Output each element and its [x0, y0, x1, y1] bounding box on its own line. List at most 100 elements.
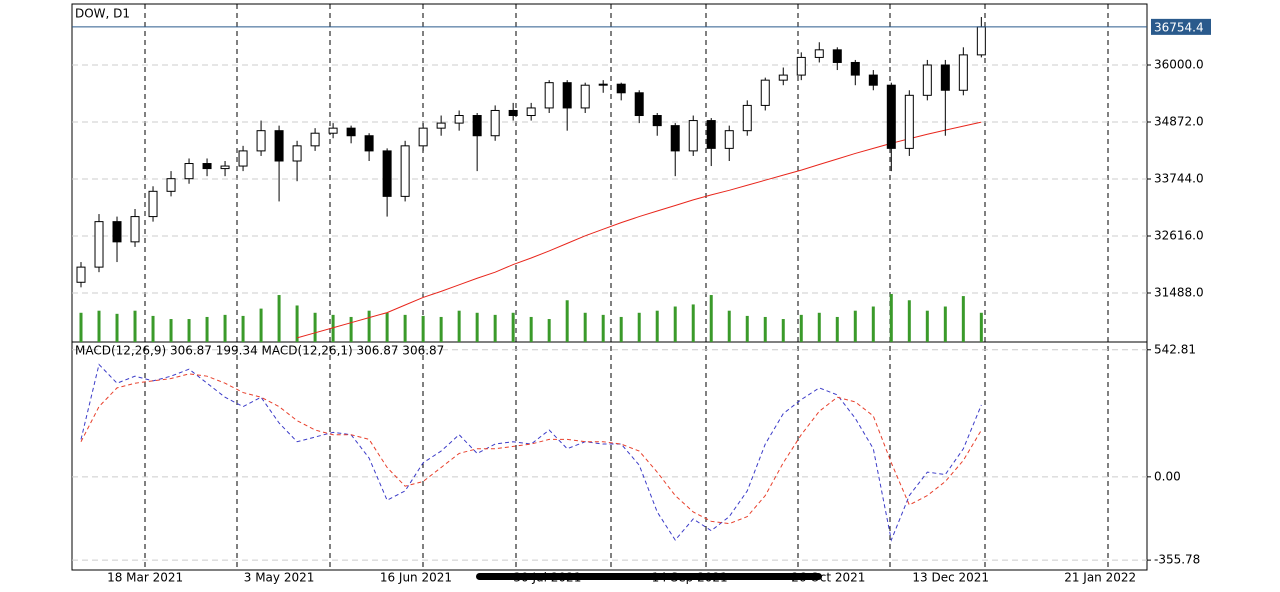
volume-bar: [655, 310, 659, 342]
volume-bar: [511, 312, 515, 342]
candle-body: [382, 150, 392, 197]
scrollbar[interactable]: [476, 573, 822, 580]
indicator-title: MACD(12,26,9) 306.87 199.34 MACD(12,26,1…: [75, 344, 444, 358]
candle-body: [454, 115, 464, 124]
candle-body: [292, 145, 302, 162]
candle-body: [814, 49, 824, 58]
candle-body: [976, 26, 986, 56]
volume-bar: [547, 319, 551, 342]
volume-bar: [943, 306, 947, 342]
candle-body: [472, 115, 482, 137]
x-tick-label: 16 Jun 2021: [380, 571, 452, 585]
candle-body: [436, 122, 446, 129]
volume-bar: [79, 312, 83, 342]
volume-bar: [169, 319, 173, 342]
volume-bar: [853, 310, 857, 342]
volume-bar: [781, 319, 785, 342]
period-separators: [144, 4, 1109, 570]
volume-bar: [187, 319, 191, 342]
candle-body: [364, 135, 374, 152]
candle-body: [922, 64, 932, 96]
volume-bar: [295, 305, 299, 342]
volume-bar: [619, 316, 623, 342]
candle-body: [760, 79, 770, 106]
candle-body: [544, 82, 554, 109]
volume-bar: [313, 312, 317, 342]
candle-body: [796, 56, 806, 76]
candle-body: [688, 120, 698, 152]
candle-body: [706, 120, 716, 149]
last-price-box: [1151, 18, 1211, 35]
candle-body: [940, 64, 950, 91]
volume-bar: [889, 294, 893, 342]
volume-bar: [799, 314, 803, 342]
volume-bar: [133, 310, 137, 342]
y-tick-label: 31488.0: [1154, 285, 1204, 299]
y-tick-label: 33744.0: [1154, 171, 1204, 185]
x-tick-label: 21 Jan 2022: [1064, 571, 1136, 585]
volume-bar: [835, 316, 839, 342]
candle-body: [76, 266, 86, 283]
volume-bar: [979, 312, 983, 342]
candle-body: [868, 74, 878, 86]
candle-body: [328, 127, 338, 134]
candle-body: [634, 92, 644, 117]
candle-body: [778, 74, 788, 81]
candle-body: [850, 61, 860, 76]
volume-bar: [637, 312, 641, 342]
volume-bar: [403, 314, 407, 342]
candle-body: [94, 221, 104, 268]
candle-body: [742, 104, 752, 132]
candle-body: [400, 145, 410, 197]
volume-bar: [223, 314, 227, 342]
candle-body: [184, 163, 194, 180]
volume-bar: [601, 314, 605, 342]
candle-body: [346, 127, 356, 137]
volume-bar: [331, 314, 335, 342]
candle-body: [166, 178, 176, 192]
candle-body: [958, 54, 968, 91]
last-price-label: 36754.4: [1154, 20, 1204, 34]
volume-bar: [277, 295, 281, 342]
candle-body: [112, 221, 122, 243]
volume-bar: [349, 316, 353, 342]
candle-body: [562, 82, 572, 109]
volume-bar: [385, 312, 389, 342]
indicator-line: [80, 373, 982, 525]
y-tick-label: 542.81: [1154, 342, 1196, 356]
y-tick-label: 34872.0: [1154, 114, 1204, 128]
indicator-line: [80, 363, 982, 542]
y-tick-label: 0.00: [1154, 469, 1181, 483]
volume-bar: [745, 315, 749, 342]
volume-bar: [493, 314, 497, 342]
volume-bar: [205, 316, 209, 342]
volume-bar: [691, 304, 695, 342]
volume-bar: [817, 312, 821, 342]
volume-bar: [151, 315, 155, 342]
plot-frame: [71, 3, 1148, 571]
y-tick-label: -355.78: [1154, 553, 1200, 567]
moving-average: [296, 121, 982, 339]
volume-bar: [439, 316, 443, 342]
volume-bar: [475, 312, 479, 342]
volume-bar: [961, 296, 965, 342]
volume-bar: [871, 306, 875, 342]
candle-body: [238, 150, 248, 167]
x-tick-label: 3 May 2021: [244, 571, 315, 585]
volume-bar: [763, 316, 767, 342]
volume-bar: [97, 310, 101, 342]
candle-body: [526, 107, 536, 117]
candle-body: [904, 94, 914, 149]
candle-body: [310, 132, 320, 147]
candle-body: [598, 83, 608, 86]
candle-body: [832, 49, 842, 63]
volume-bar: [367, 310, 371, 342]
candle-body: [490, 109, 500, 137]
candle-body: [724, 130, 734, 149]
y-tick-label: 32616.0: [1154, 228, 1204, 242]
volume-bar: [727, 310, 731, 342]
candle-body: [202, 163, 212, 170]
volume-bar: [565, 300, 569, 342]
volume-bar: [907, 300, 911, 342]
candle-body: [652, 115, 662, 127]
